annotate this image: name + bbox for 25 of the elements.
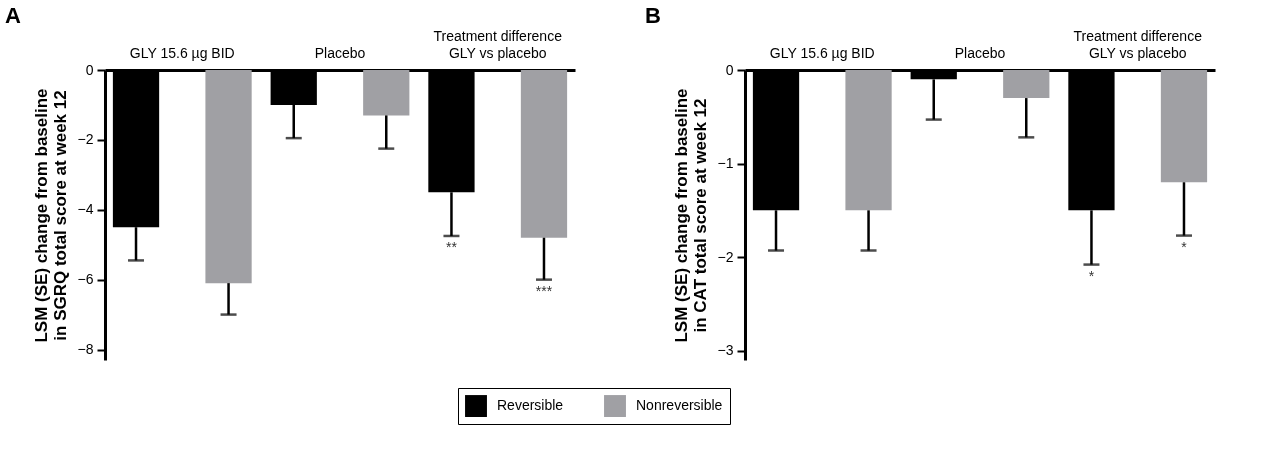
x-tick-label: Placebo	[314, 45, 366, 61]
y-tick-label: 0	[85, 61, 94, 78]
y-tick-label: −2	[77, 131, 94, 148]
legend-label: Reversible	[497, 397, 564, 414]
y-tick-label: −4	[77, 201, 94, 218]
legend-label: Nonreversible	[636, 397, 723, 414]
x-tick-label: Treatment difference GLY vs placebo	[1073, 28, 1203, 61]
y-axis-title: LSM (SE) change from baseline in SGRQ total score at week 12	[31, 88, 70, 343]
annotation: *	[1181, 238, 1188, 255]
x-tick-label: Treatment difference GLY vs placebo	[433, 28, 563, 61]
x-tick-label: GLY 15.6 µg BID	[769, 45, 875, 61]
chart-title: B	[645, 3, 661, 28]
y-tick-label: 0	[725, 61, 734, 78]
annotation: ***	[535, 282, 553, 299]
x-tick-label: GLY 15.6 µg BID	[129, 45, 235, 61]
y-tick-label: −8	[77, 341, 94, 358]
y-tick-label: −6	[77, 271, 94, 288]
y-tick-label: −3	[717, 342, 734, 359]
y-tick-label: −1	[717, 155, 734, 172]
annotation: *	[1088, 267, 1095, 284]
y-axis-title: LSM (SE) change from baseline in CAT total score at week 12	[671, 88, 710, 343]
y-tick-label: −2	[717, 248, 734, 265]
annotation: **	[446, 238, 458, 255]
x-tick-label: Placebo	[954, 45, 1006, 61]
chart-title: A	[5, 3, 21, 28]
